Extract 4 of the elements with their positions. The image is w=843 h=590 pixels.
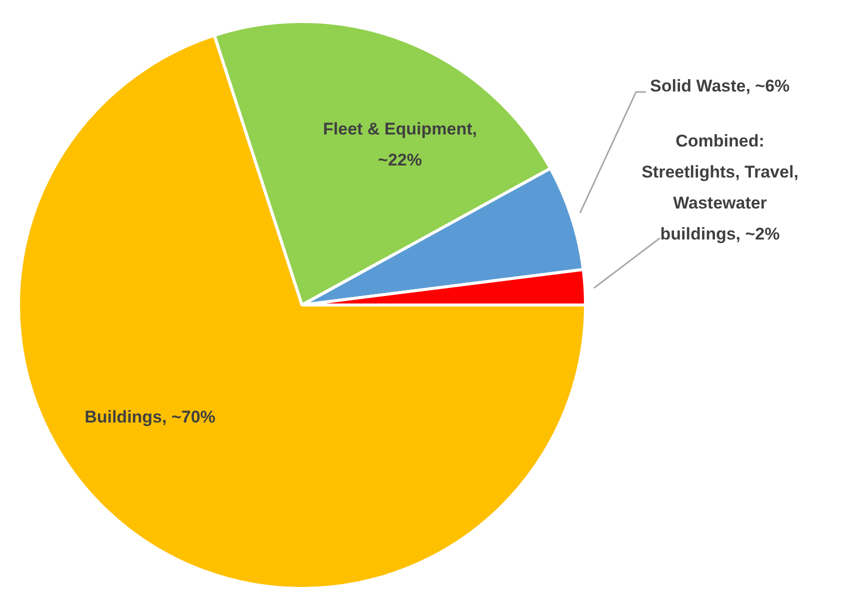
slice-label: Combined: Streetlights, Travel, Wastewater buildings, ~2% [642, 132, 798, 244]
slice-label: Solid Waste, ~6% [650, 76, 790, 96]
slice-label: Fleet & Equipment, ~22% [323, 120, 477, 170]
slice-label: Buildings, ~70% [84, 408, 216, 427]
